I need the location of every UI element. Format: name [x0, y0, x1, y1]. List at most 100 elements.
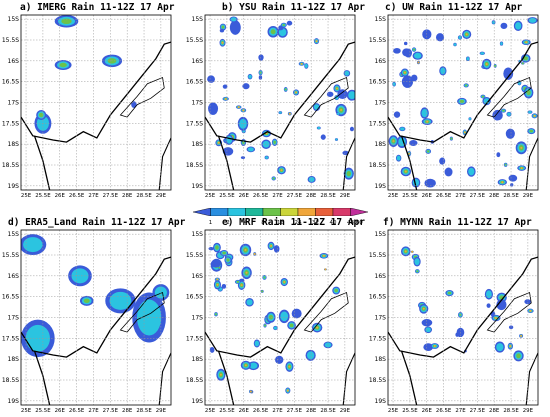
rain-cell [209, 346, 215, 353]
rain-cell [222, 251, 226, 255]
rain-cell [249, 362, 258, 369]
y-tick-label: 16S [375, 58, 387, 65]
colorbar-swatch [245, 207, 264, 217]
rain-cell [242, 83, 250, 90]
x-tick-label: 29E [523, 408, 534, 414]
rain-cell [502, 109, 505, 112]
rain-cell [23, 237, 43, 253]
rain-cell [61, 18, 72, 24]
rain-cell [413, 48, 416, 51]
panel-title-d: d) ERA5_Land Rain 11-12Z 17 Apr [8, 217, 186, 228]
rain-cell [337, 89, 348, 100]
rain-cell [422, 307, 425, 310]
rain-cell [501, 181, 504, 184]
rain-cell [465, 33, 468, 36]
x-tick-label: 28.5E [320, 193, 336, 199]
rain-cell [230, 17, 237, 22]
rain-cell [425, 327, 431, 333]
x-tick-label: 27.5E [470, 193, 486, 199]
y-tick-label: 18S [375, 141, 387, 148]
panel-title-a: a) IMERG Rain 11-12Z 17 Apr [20, 2, 175, 13]
border-line [342, 137, 355, 190]
rain-cell [208, 246, 214, 251]
rain-cell [486, 303, 491, 308]
y-tick-label: 15.5S [2, 252, 19, 259]
x-tick-label: 28.5E [503, 193, 519, 199]
rain-cell [465, 84, 468, 87]
rain-cell [219, 28, 225, 33]
rain-cell [221, 41, 224, 44]
colorbar-swatch [210, 207, 229, 217]
x-tick-label: 28E [489, 193, 500, 199]
colorbar-label: 60 [355, 220, 363, 226]
rain-cell [463, 131, 466, 134]
rain-cell [335, 87, 338, 90]
plot-frame [387, 229, 539, 406]
rain-field-a [21, 15, 171, 190]
rain-cell [496, 152, 501, 158]
border-line [388, 41, 538, 143]
colorbar-label: 48 [347, 220, 354, 226]
border-line [21, 41, 171, 143]
rain-cell [404, 170, 407, 173]
x-tick-label: 25E [21, 408, 32, 414]
x-tick-label: 25.5E [402, 193, 418, 199]
colorbar-swatch [297, 207, 316, 217]
x-tick-label: 26E [55, 193, 66, 199]
y-tick-label: 15.5S [186, 252, 203, 259]
plot-frame [204, 229, 356, 406]
x-tick-label: 25E [21, 193, 32, 199]
rain-cell [217, 141, 220, 144]
colorbar: 1 2 4 8 16 24 32 40 48 60 [192, 201, 369, 228]
rain-cell [239, 118, 247, 129]
rain-cell [509, 345, 512, 348]
rain-cell [278, 111, 282, 114]
rain-cell [520, 146, 523, 149]
rain-cell [272, 177, 275, 180]
rain-cell [439, 157, 446, 165]
rain-cell [210, 260, 221, 268]
rain-cell [226, 136, 233, 144]
x-tick-label: 25E [388, 408, 399, 414]
y-tick-label: 17.5S [2, 335, 19, 342]
rain-cell [424, 178, 436, 188]
border-line [525, 352, 538, 405]
rain-cell [421, 109, 428, 118]
y-tick-label: 15S [375, 231, 387, 238]
x-tick-label: 26.5E [253, 193, 269, 199]
y-tick-label: 15S [8, 16, 20, 23]
y-tick-label: 18.5S [369, 162, 386, 169]
rain-cell [273, 326, 277, 330]
rain-cell [253, 252, 256, 255]
colorbar-label: 1 [208, 220, 213, 226]
colorbar-ramp [192, 207, 369, 217]
rain-cell [264, 324, 267, 327]
y-tick-label: 16.5S [369, 79, 386, 86]
rain-cell [421, 319, 433, 327]
y-tick-label: 18.5S [369, 377, 386, 384]
y-tick-label: 19S [8, 398, 20, 405]
rain-cell [396, 155, 401, 161]
rain-cell [423, 343, 434, 351]
rain-cell [25, 324, 50, 352]
rain-cell [334, 95, 339, 100]
x-tick-label: 29E [523, 193, 534, 199]
rain-cell [485, 290, 492, 299]
y-tick-label: 18S [192, 356, 204, 363]
rain-cell [529, 309, 532, 312]
x-tick-label: 28.5E [136, 193, 152, 199]
rain-cell [270, 244, 273, 247]
x-tick-label: 27E [272, 193, 283, 199]
rain-cell [521, 62, 524, 65]
rain-cell [393, 111, 401, 118]
y-tick-label: 17S [375, 100, 387, 107]
y-tick-label: 15S [192, 16, 204, 23]
x-tick-label: 28.5E [503, 408, 519, 414]
y-tick-label: 19S [375, 183, 387, 190]
rain-cell [248, 74, 252, 79]
rain-cell [403, 41, 408, 46]
y-tick-label: 16.5S [186, 79, 203, 86]
rain-field-b [205, 16, 355, 190]
rain-cell [503, 67, 514, 80]
